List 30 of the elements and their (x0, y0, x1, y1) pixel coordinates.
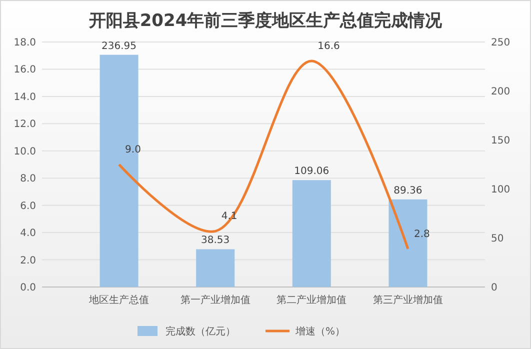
y-tick-label: 14.0 (14, 92, 36, 103)
y2-tick-label: 100 (491, 184, 510, 196)
data-label: 38.53 (201, 235, 230, 246)
data-label: 16.6 (318, 41, 340, 52)
x-tick-label: 地区生产总值 (88, 294, 150, 306)
y2-tick-label: 250 (491, 38, 510, 48)
x-tick-label: 第三产业增加值 (372, 294, 443, 306)
data-label: 2.8 (414, 228, 430, 240)
y-tick-label: 12.0 (14, 119, 36, 130)
y-tick-label: 16.0 (14, 64, 36, 76)
y-tick-label: 2.0 (20, 255, 36, 266)
y-tick-label: 10.0 (14, 146, 36, 158)
y2-tick-label: 0 (491, 282, 498, 294)
y-tick-label: 18.0 (14, 38, 36, 48)
y-tick-label: 0.0 (20, 282, 36, 294)
legend-label: 完成数（亿元） (166, 326, 236, 338)
legend-label: 增速（%） (294, 326, 346, 338)
y-tick-label: 6.0 (20, 200, 36, 212)
chart-title: 开阳县2024年前三季度地区生产总值完成情况 (88, 11, 444, 31)
x-tick-label: 第二产业增加值 (276, 294, 347, 306)
data-label: 109.06 (294, 166, 330, 178)
y-tick-label: 8.0 (20, 174, 36, 185)
y2-tick-label: 200 (491, 86, 510, 98)
y2-tick-label: 50 (491, 234, 504, 244)
y2-tick-label: 150 (491, 136, 510, 146)
y-tick-label: 4.0 (20, 228, 36, 240)
data-label: 9.0 (125, 144, 141, 156)
data-label: 89.36 (394, 185, 422, 196)
x-tick-label: 第一产业增加值 (180, 294, 250, 306)
data-label: 236.95 (102, 40, 137, 52)
